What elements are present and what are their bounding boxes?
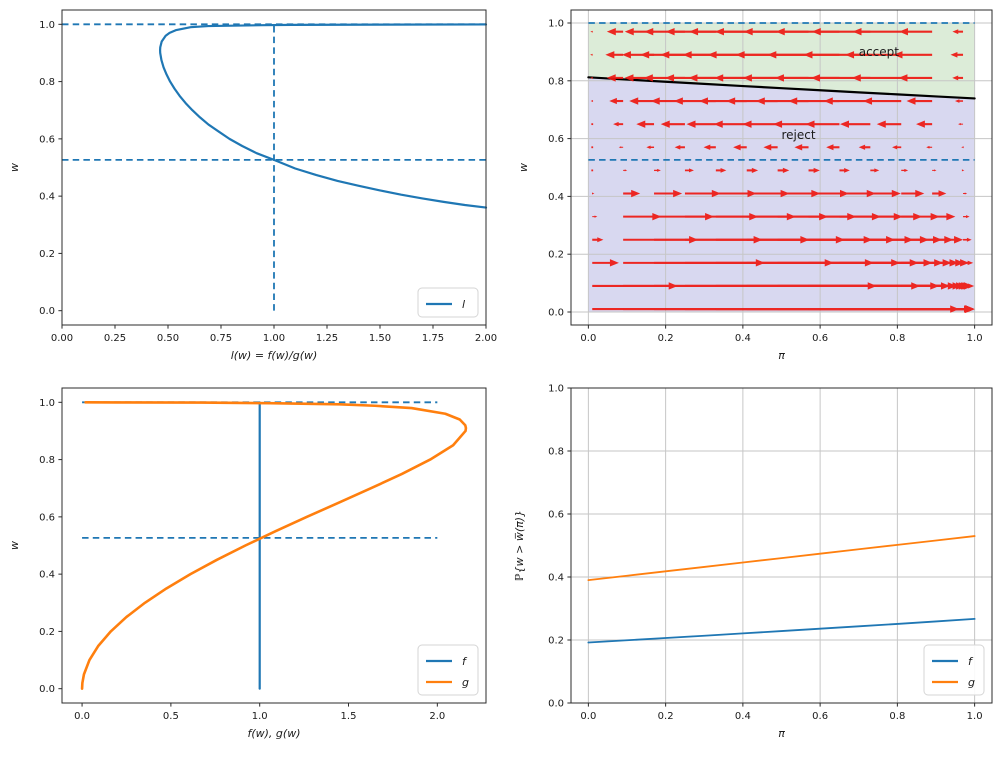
y-tick-label: 0.0	[39, 306, 55, 317]
x-tick-label: 0.5	[163, 711, 179, 722]
legend-box	[923, 644, 985, 696]
y-axis-label: w	[8, 541, 21, 550]
x-axis-label: π	[778, 349, 785, 362]
x-tick-label: 0.25	[104, 333, 126, 344]
x-tick-label: 0.0	[74, 711, 90, 722]
legend-item-label: g	[968, 676, 975, 689]
x-axis-label: l(w) = f(w)/g(w)	[231, 349, 318, 362]
y-tick-label: 0.2	[548, 636, 564, 647]
x-axis-label: π	[778, 727, 785, 740]
y-tick-label: 1.0	[548, 384, 564, 395]
x-tick-label: 0.8	[889, 711, 905, 722]
y-tick-label: 0.2	[548, 250, 564, 261]
y-axis-label: w	[517, 163, 530, 172]
series-l-line	[158, 23, 488, 209]
axes-spines	[570, 9, 993, 326]
x-tick-label: 1.0	[967, 711, 983, 722]
axes-spines	[570, 387, 993, 704]
x-tick-label: 1.0	[252, 711, 268, 722]
x-tick-label: 0.50	[157, 333, 179, 344]
x-tick-label: 0.4	[735, 333, 751, 344]
panel-acceptance-probability: 0.0 0.2 0.4 0.6 0.8 1.0 0.0 0.2 0.4 0.6 0.8 1.0 π ℙ{w…	[513, 384, 993, 740]
y-tick-label: 0.8	[548, 447, 564, 458]
y-tick-label: 0.8	[39, 77, 55, 88]
y-tick-label: 1.0	[39, 20, 55, 31]
y-tick-label: 0.4	[39, 192, 55, 203]
x-tick-label: 0.75	[210, 333, 232, 344]
y-tick-label: 0.2	[39, 627, 55, 638]
x-tick-label: 1.00	[263, 333, 285, 344]
x-tick-label: 1.0	[967, 333, 983, 344]
y-tick-label: 0.4	[548, 192, 564, 203]
x-tick-label: 0.6	[812, 711, 828, 722]
x-tick-label: 2.00	[475, 333, 497, 344]
y-tick-label: 0.6	[39, 512, 55, 523]
panel-phase-quiver: accept reject 0.0 0.2 0.4 0.6 0.8 1.0 0.0 0.2 0.4 0…	[517, 9, 993, 362]
y-tick-label: 0.2	[39, 249, 55, 260]
axes-spines	[61, 387, 487, 704]
x-tick-label: 0.0	[580, 711, 596, 722]
accept-label: accept	[859, 45, 900, 59]
x-tick-label: 2.0	[429, 711, 445, 722]
y-tick-label: 1.0	[548, 19, 564, 30]
legend-box	[417, 287, 479, 318]
y-tick-label: 0.6	[548, 134, 564, 145]
quiver-arrows	[590, 27, 975, 313]
x-tick-label: 1.75	[422, 333, 444, 344]
panel-densities: 0.0 0.5 1.0 1.5 2.0 0.0 0.2 0.4 0.6 0.8 1.0 f(w), g…	[8, 387, 487, 740]
y-tick-label: 0.6	[548, 510, 564, 521]
x-tick-label: 0.2	[658, 711, 674, 722]
x-tick-label: 0.0	[580, 333, 596, 344]
y-axis-label: w	[8, 163, 21, 172]
x-tick-label: 0.2	[658, 333, 674, 344]
legend-item-label: f	[462, 655, 468, 668]
y-tick-label: 0.4	[548, 573, 564, 584]
legend-item-label: f	[968, 655, 974, 668]
reject-label: reject	[782, 128, 816, 142]
x-tick-label: 1.25	[316, 333, 338, 344]
x-tick-label: 0.6	[812, 333, 828, 344]
legend-item-label: g	[462, 676, 469, 689]
panel-likelihood-ratio: 0.00 0.25 0.50 0.75 1.00 1.25 1.50 1.75 2.00 0.0 0…	[8, 9, 497, 362]
y-tick-label: 1.0	[39, 398, 55, 409]
y-tick-label: 0.4	[39, 570, 55, 581]
series-g-line	[80, 401, 468, 690]
x-tick-label: 0.8	[889, 333, 905, 344]
accept-region	[588, 23, 975, 99]
y-tick-label: 0.8	[548, 76, 564, 87]
x-tick-label: 1.50	[369, 333, 391, 344]
x-tick-label: 1.5	[341, 711, 357, 722]
y-tick-label: 0.0	[548, 307, 564, 318]
legend-box	[417, 644, 479, 696]
y-tick-label: 0.8	[39, 455, 55, 466]
y-tick-label: 0.6	[39, 134, 55, 145]
x-axis-label: f(w), g(w)	[247, 727, 300, 740]
y-axis-label: ℙ{w > w̅(π)}	[513, 510, 526, 581]
series-f-line	[587, 617, 976, 644]
series-g-line	[587, 535, 976, 582]
legend: fg	[417, 644, 479, 696]
legend-item-label: l	[462, 298, 465, 311]
legend: fg	[923, 644, 985, 696]
x-tick-label: 0.00	[51, 333, 73, 344]
y-tick-label: 0.0	[548, 699, 564, 710]
y-tick-label: 0.0	[39, 684, 55, 695]
x-tick-label: 0.4	[735, 711, 751, 722]
legend: l	[417, 287, 479, 318]
